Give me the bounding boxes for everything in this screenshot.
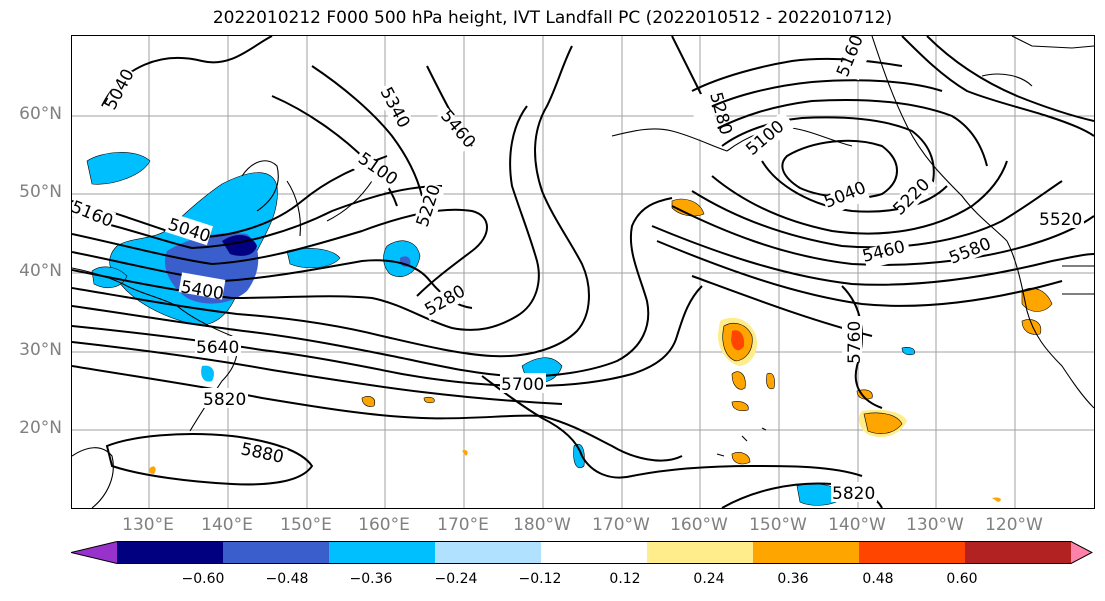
map-canvas: 5040 5340 5460 5100 5220 5160 5040 5400 … xyxy=(72,36,1094,508)
lat-label: 50°N xyxy=(19,182,62,202)
lon-label: 130°W xyxy=(906,515,964,535)
lat-label: 30°N xyxy=(19,340,62,360)
lon-label: 140°W xyxy=(828,515,886,535)
lon-label: 160°W xyxy=(670,515,728,535)
colorbar-tick-label: 0.48 xyxy=(862,571,894,587)
colorbar-tick-label: 0.60 xyxy=(946,571,978,587)
colorbar-segment xyxy=(329,541,436,564)
colorbar-segment xyxy=(541,541,648,564)
colorbar-segment xyxy=(647,541,754,564)
colorbar-segment xyxy=(223,541,330,564)
ivt-positive-shading xyxy=(149,198,1053,502)
map-title: 2022010212 F000 500 hPa height, IVT Land… xyxy=(212,8,893,28)
ivt-negative-shading xyxy=(86,152,915,506)
contour-label: 5820 xyxy=(203,390,246,410)
contour-label: 5760 xyxy=(845,321,865,364)
contour-label: 5520 xyxy=(1039,210,1082,230)
lat-label: 60°N xyxy=(19,104,62,124)
colorbar-segments xyxy=(71,541,1092,564)
colorbar-tick-label: −0.12 xyxy=(518,571,562,587)
colorbar-outline xyxy=(71,541,1093,564)
contour-label: 5280 xyxy=(422,281,469,320)
colorbar-segment xyxy=(117,541,224,564)
colorbar-tick-label: −0.60 xyxy=(181,571,225,587)
colorbar-tick-label: −0.48 xyxy=(265,571,309,587)
colorbar-segment xyxy=(859,541,966,564)
colorbar-tick-label: −0.36 xyxy=(349,571,393,587)
colorbar-segment xyxy=(753,541,860,564)
lon-label: 150°E xyxy=(280,515,332,535)
colorbar-tick-label: −0.24 xyxy=(434,571,478,587)
lat-label: 40°N xyxy=(19,261,62,281)
lon-label: 170°E xyxy=(437,515,489,535)
colorbar-segment xyxy=(435,541,542,564)
contour-label: 5880 xyxy=(239,439,285,468)
colorbar xyxy=(71,541,1093,564)
lat-label: 20°N xyxy=(19,418,62,438)
lon-label: 180°W xyxy=(513,515,571,535)
lon-label: 150°W xyxy=(749,515,807,535)
contour-label: 5160 xyxy=(72,197,116,232)
coastlines xyxy=(72,36,1094,508)
contour-label: 5220 xyxy=(413,182,445,229)
colorbar-tick-label: 0.24 xyxy=(693,571,725,587)
colorbar-segment xyxy=(965,541,1072,564)
colorbar-tick-label: 0.36 xyxy=(777,571,809,587)
contour-label: 5640 xyxy=(196,338,239,358)
contour-label: 5820 xyxy=(832,484,875,504)
lon-label: 160°E xyxy=(358,515,410,535)
map-panel: 5040 5340 5460 5100 5220 5160 5040 5400 … xyxy=(71,35,1095,509)
colorbar-tick-label: 0.12 xyxy=(609,571,641,587)
lon-label: 140°E xyxy=(201,515,253,535)
contour-label: 5700 xyxy=(501,375,544,395)
colorbar-segment xyxy=(1071,541,1092,564)
colorbar-segment xyxy=(71,541,117,564)
lon-label: 170°W xyxy=(592,515,650,535)
lon-label: 120°W xyxy=(985,515,1043,535)
lon-label: 130°E xyxy=(122,515,174,535)
